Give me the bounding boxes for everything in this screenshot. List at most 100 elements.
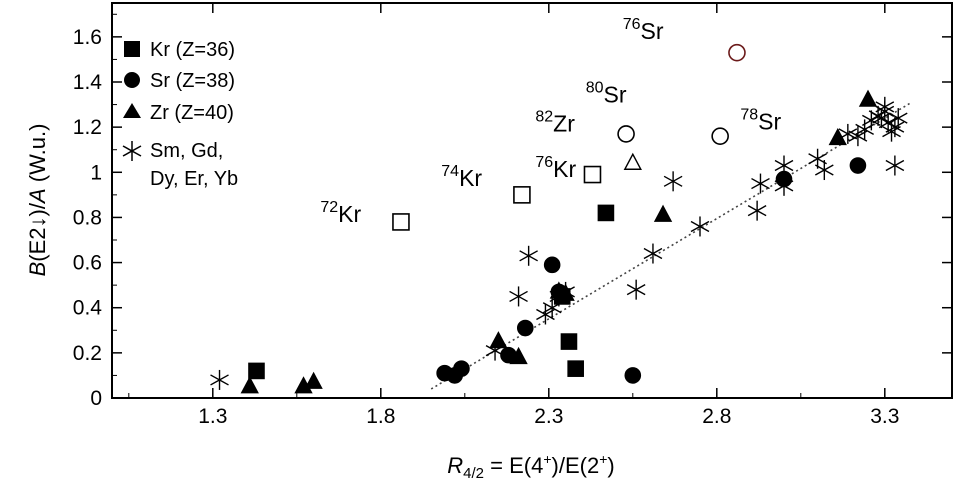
star-stroke — [838, 128, 858, 140]
star-stroke — [542, 302, 562, 314]
legend: Kr (Z=36) Sr (Z=38) Zr (Z=40) Sm, Gd, Dy… — [122, 39, 238, 190]
star-stroke — [875, 101, 895, 113]
axis-ticks: 1.3 1.8 2.3 2.8 3.3 0 0.2 0.4 0.6 0.8 1 1.2 1.4 1.6 — [73, 3, 952, 428]
point-star — [774, 155, 794, 176]
point-star — [751, 173, 770, 194]
point-star — [556, 281, 575, 302]
point-star — [875, 96, 895, 117]
star-stroke — [808, 153, 827, 165]
trendline — [430, 101, 913, 390]
data-points — [210, 43, 908, 394]
point-circle — [849, 157, 867, 174]
point-triangle — [509, 346, 528, 365]
legend-marker-circle — [124, 72, 140, 88]
y-tick-label: 1 — [90, 161, 102, 184]
point-star — [485, 340, 505, 361]
star-stroke — [626, 284, 646, 296]
point-star — [663, 171, 683, 192]
point-circle — [516, 319, 534, 337]
point-circle — [728, 43, 746, 62]
legend-marker-star — [122, 141, 142, 161]
point-square — [583, 165, 602, 184]
point-star — [747, 200, 767, 221]
point-square — [567, 360, 584, 377]
isotope-label: 82Zr — [535, 109, 575, 137]
x-axis-title: R4/2 = E(4+)/E(2+) — [447, 451, 614, 480]
isotope-label: 74Kr — [441, 163, 482, 191]
point-star — [838, 123, 858, 144]
isotope-label: 76Sr — [623, 16, 664, 44]
point-star — [814, 160, 834, 181]
point-square — [560, 333, 578, 350]
point-triangle — [653, 204, 673, 222]
star-stroke — [485, 344, 505, 357]
point-circle — [617, 125, 635, 143]
point-triangle — [489, 331, 508, 349]
point-triangle — [858, 89, 878, 107]
star-stroke — [814, 164, 834, 176]
star-stroke — [885, 121, 905, 133]
point-circle — [543, 256, 561, 274]
y-tick-label: 0.8 — [73, 206, 102, 229]
star-stroke — [888, 112, 908, 124]
point-triangle — [623, 152, 642, 170]
star-stroke — [774, 180, 794, 192]
point-star — [888, 108, 908, 129]
isotope-label: 80Sr — [586, 79, 627, 107]
point-star — [542, 297, 562, 318]
point-star — [509, 286, 528, 307]
point-star — [774, 175, 794, 196]
point-star — [536, 304, 555, 325]
star-stroke — [643, 247, 663, 260]
y-tick-label: 0.6 — [73, 252, 102, 275]
legend-label-rare-earths-2: Dy, Er, Yb — [150, 168, 238, 190]
y-axis-title: B(E2↓)/A (W.u.) — [25, 124, 50, 277]
star-stroke — [848, 130, 868, 142]
legend-marker-triangle — [123, 103, 141, 118]
trendline-layer — [430, 101, 913, 390]
point-square — [597, 204, 615, 222]
point-star — [855, 119, 874, 140]
point-circle — [453, 360, 470, 377]
star-stroke — [519, 250, 538, 262]
x-tick-label: 1.3 — [198, 405, 227, 428]
x-tick-label: 1.8 — [366, 405, 395, 428]
legend-label-zr: Zr (Z=40) — [150, 102, 234, 124]
y-tick-label: 1.4 — [73, 71, 103, 94]
y-tick-label: 0 — [90, 387, 102, 410]
point-star — [519, 245, 538, 266]
point-star — [848, 126, 868, 147]
isotope-label: 76Kr — [535, 154, 576, 182]
point-star — [690, 216, 710, 237]
point-circle — [624, 367, 642, 384]
point-triangle — [240, 376, 259, 394]
annotations: 72Kr 74Kr 76Kr 82Zr 80Sr 76Sr 78Sr — [320, 16, 781, 227]
star-stroke — [556, 286, 575, 298]
star-stroke — [751, 177, 770, 190]
star-stroke — [536, 308, 555, 321]
star-stroke — [690, 220, 710, 233]
star-stroke — [885, 159, 905, 172]
legend-label-kr: Kr (Z=36) — [150, 39, 235, 61]
star-stroke — [663, 175, 683, 187]
point-star — [626, 279, 646, 300]
point-star — [885, 155, 905, 176]
point-star — [808, 148, 827, 169]
y-tick-label: 1.6 — [73, 26, 102, 49]
isotope-label: 78Sr — [740, 106, 781, 134]
point-star — [210, 369, 229, 390]
y-tick-label: 0.2 — [73, 342, 102, 365]
point-circle — [711, 127, 729, 145]
legend-label-sr: Sr (Z=38) — [150, 70, 235, 92]
star-stroke — [509, 290, 528, 303]
legend-marker-square — [124, 41, 140, 57]
y-tick-label: 1.2 — [73, 116, 102, 139]
star-stroke — [774, 159, 794, 172]
plot-frame — [111, 2, 953, 399]
point-square — [513, 186, 531, 204]
point-star — [643, 243, 663, 264]
y-tick-label: 0.4 — [73, 297, 103, 320]
x-tick-label: 2.8 — [702, 405, 731, 428]
isotope-label: 72Kr — [320, 199, 361, 227]
